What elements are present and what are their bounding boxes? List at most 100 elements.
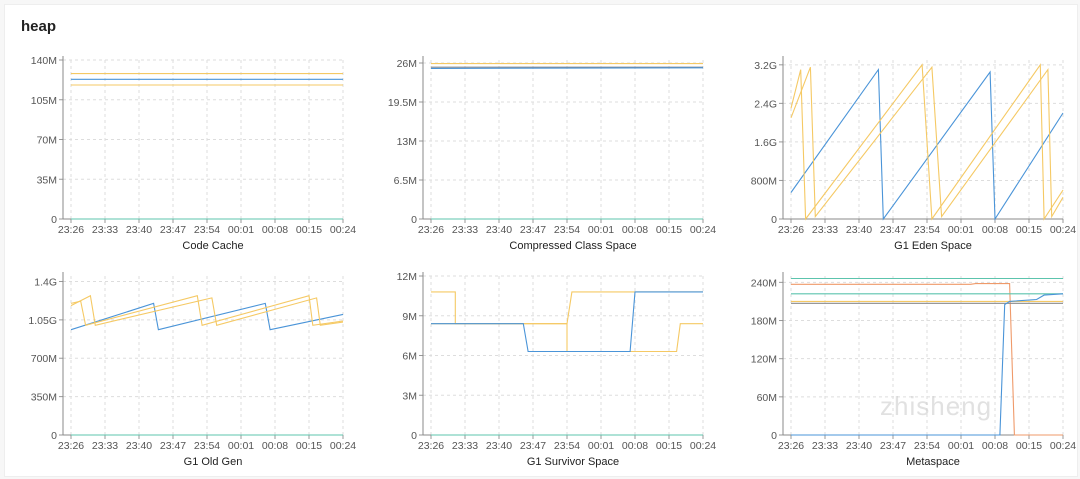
series-line-0[interactable] <box>70 302 344 331</box>
x-tick-label: 00:24 <box>330 440 356 452</box>
chart-label: Code Cache <box>182 240 243 252</box>
y-tick-label: 0 <box>51 430 57 442</box>
y-tick-label: 19.5M <box>388 97 417 109</box>
x-tick-label: 00:15 <box>656 224 682 236</box>
y-tick-label: 70M <box>37 135 57 147</box>
y-tick-label: 35M <box>37 174 57 186</box>
x-tick-label: 23:54 <box>194 440 220 452</box>
series-line-2[interactable] <box>430 67 704 69</box>
x-tick-label: 23:47 <box>880 224 906 236</box>
y-tick-label: 60M <box>757 392 777 404</box>
x-tick-label: 00:01 <box>588 224 614 236</box>
watermark-text: zhisheng <box>880 391 993 421</box>
y-tick-label: 0 <box>411 214 417 226</box>
y-tick-label: 3M <box>402 390 417 402</box>
x-tick-label: 23:47 <box>520 440 546 452</box>
x-tick-label: 23:40 <box>486 440 512 452</box>
x-tick-label: 23:54 <box>554 440 580 452</box>
series-line-1[interactable] <box>790 63 1064 221</box>
chart-g1-survivor-space: 23:26 23:33 23:40 23:47 23:54 00:01 00:08 00:15… <box>360 261 720 476</box>
x-tick-label: 00:15 <box>296 224 322 236</box>
y-tick-label: 6.5M <box>394 175 417 187</box>
x-tick-label: 23:33 <box>452 224 478 236</box>
y-tick-label: 180M <box>751 316 777 328</box>
x-tick-label: 00:08 <box>622 440 648 452</box>
x-tick-label: 23:54 <box>194 224 220 236</box>
x-tick-label: 23:40 <box>846 224 872 236</box>
chart-svg: 23:26 23:33 23:40 23:47 23:54 00:01 00:08 00:15… <box>751 56 1076 252</box>
x-tick-label: 00:24 <box>1050 224 1076 236</box>
y-tick-label: 1.6G <box>754 137 777 149</box>
y-tick-label: 800M <box>751 175 777 187</box>
x-tick-label: 23:54 <box>554 224 580 236</box>
series-line-5[interactable] <box>791 293 1064 436</box>
x-tick-label: 00:24 <box>1050 440 1076 452</box>
x-tick-label: 23:47 <box>160 440 186 452</box>
series-line-2[interactable] <box>431 291 703 353</box>
chart-svg: 23:26 23:33 23:40 23:47 23:54 00:01 00:08 00:15… <box>397 271 717 468</box>
x-tick-label: 23:33 <box>452 440 478 452</box>
series-line-1[interactable] <box>70 295 344 326</box>
y-tick-label: 2.4G <box>754 98 777 110</box>
x-tick-label: 23:47 <box>520 224 546 236</box>
y-tick-label: 1.4G <box>34 276 57 288</box>
y-tick-label: 13M <box>397 136 417 148</box>
y-tick-label: 12M <box>397 271 417 283</box>
y-tick-label: 26M <box>397 58 417 70</box>
x-tick-label: 00:15 <box>656 440 682 452</box>
x-tick-label: 00:08 <box>262 440 288 452</box>
y-tick-label: 140M <box>31 55 57 67</box>
y-tick-label: 105M <box>31 95 57 107</box>
y-tick-label: 0 <box>771 214 777 226</box>
x-tick-label: 23:40 <box>126 440 152 452</box>
section-title: heap <box>21 18 57 35</box>
x-tick-label: 23:26 <box>58 440 84 452</box>
x-tick-label: 23:33 <box>812 224 838 236</box>
x-tick-label: 23:54 <box>914 224 940 236</box>
chart-svg: 23:26 23:33 23:40 23:47 23:54 00:01 00:08 00:15… <box>28 272 356 468</box>
x-tick-label: 00:08 <box>982 224 1008 236</box>
x-tick-label: 23:26 <box>778 440 804 452</box>
x-tick-label: 00:01 <box>588 440 614 452</box>
series-line-2[interactable] <box>70 294 344 326</box>
x-tick-label: 23:40 <box>846 440 872 452</box>
x-tick-label: 23:33 <box>92 224 118 236</box>
x-tick-label: 23:26 <box>418 224 444 236</box>
x-tick-label: 00:24 <box>330 224 356 236</box>
x-tick-label: 23:47 <box>880 440 906 452</box>
y-tick-label: 3.2G <box>754 60 777 72</box>
x-tick-label: 23:40 <box>486 224 512 236</box>
x-tick-label: 00:01 <box>228 440 254 452</box>
chart-label: G1 Old Gen <box>184 456 243 468</box>
x-tick-label: 00:15 <box>296 440 322 452</box>
watermark: zhisheng <box>880 392 992 420</box>
x-tick-label: 23:54 <box>914 440 940 452</box>
chart-code-cache: 23:26 23:33 23:40 23:47 23:54 00:01 00:08 00:15… <box>0 45 360 260</box>
x-tick-label: 00:24 <box>690 224 716 236</box>
chart-g1-eden-space: 23:26 23:33 23:40 23:47 23:54 00:01 00:08 00:15… <box>720 45 1080 260</box>
x-tick-label: 23:33 <box>92 440 118 452</box>
y-tick-label: 0 <box>411 430 417 442</box>
chart-label: Metaspace <box>906 456 960 468</box>
x-tick-label: 00:01 <box>948 224 974 236</box>
chart-metaspace: 23:26 23:33 23:40 23:47 23:54 00:01 00:08 00:15… <box>720 261 1080 476</box>
series-line-2[interactable] <box>790 65 1064 219</box>
chart-svg: 23:26 23:33 23:40 23:47 23:54 00:01 00:08 00:15… <box>751 272 1076 468</box>
series-line-1[interactable] <box>791 283 1063 436</box>
x-tick-label: 00:08 <box>982 440 1008 452</box>
x-tick-label: 00:08 <box>622 224 648 236</box>
y-tick-label: 6M <box>402 351 417 363</box>
y-tick-label: 120M <box>751 354 777 366</box>
x-tick-label: 00:15 <box>1016 224 1042 236</box>
series-line-1[interactable] <box>431 323 703 353</box>
x-tick-label: 23:26 <box>418 440 444 452</box>
x-tick-label: 23:40 <box>126 224 152 236</box>
chart-label: G1 Survivor Space <box>527 456 619 468</box>
heap-card: heap <box>4 4 1078 477</box>
x-tick-label: 23:26 <box>778 224 804 236</box>
chart-svg: 23:26 23:33 23:40 23:47 23:54 00:01 00:08 00:15… <box>388 56 716 252</box>
x-tick-label: 00:24 <box>690 440 716 452</box>
x-tick-label: 23:26 <box>58 224 84 236</box>
x-tick-label: 00:15 <box>1016 440 1042 452</box>
chart-g1-old-gen: 23:26 23:33 23:40 23:47 23:54 00:01 00:08 00:15… <box>0 261 360 476</box>
